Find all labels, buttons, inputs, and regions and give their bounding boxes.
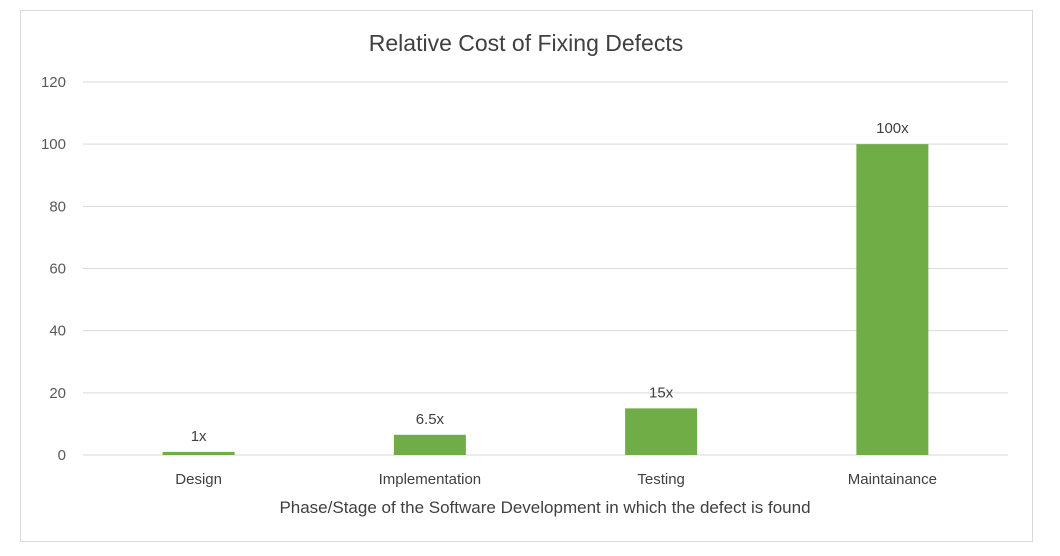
bar-design [162, 451, 235, 455]
data-label-implementation: 6.5x [416, 411, 445, 428]
y-tick-label: 120 [41, 74, 66, 91]
gridlines [83, 81, 1008, 456]
chart-title: Relative Cost of Fixing Defects [369, 30, 683, 56]
bar-maintainance [856, 144, 929, 455]
data-labels: 1x 6.5x 15x 100x [191, 120, 909, 445]
bars [162, 144, 929, 455]
x-tick-label-maintainance: Maintainance [848, 471, 937, 488]
y-axis-tick-labels: 0 20 40 60 80 100 120 [41, 74, 66, 464]
x-tick-label-testing: Testing [637, 471, 685, 488]
x-axis-category-labels: Design Implementation Testing Maintainance [175, 471, 937, 488]
bar-testing [625, 408, 698, 455]
y-tick-label: 60 [49, 261, 66, 278]
data-label-testing: 15x [649, 384, 674, 401]
x-axis-title: Phase/Stage of the Software Development … [279, 498, 810, 517]
bar-implementation [393, 434, 466, 455]
y-tick-label: 20 [49, 385, 66, 402]
y-tick-label: 40 [49, 323, 66, 340]
y-tick-label: 100 [41, 136, 66, 153]
x-tick-label-design: Design [175, 471, 222, 488]
data-label-design: 1x [191, 428, 207, 445]
data-label-maintainance: 100x [876, 120, 909, 137]
y-tick-label: 80 [49, 198, 66, 215]
y-tick-label: 0 [58, 447, 66, 464]
x-tick-label-implementation: Implementation [379, 471, 482, 488]
